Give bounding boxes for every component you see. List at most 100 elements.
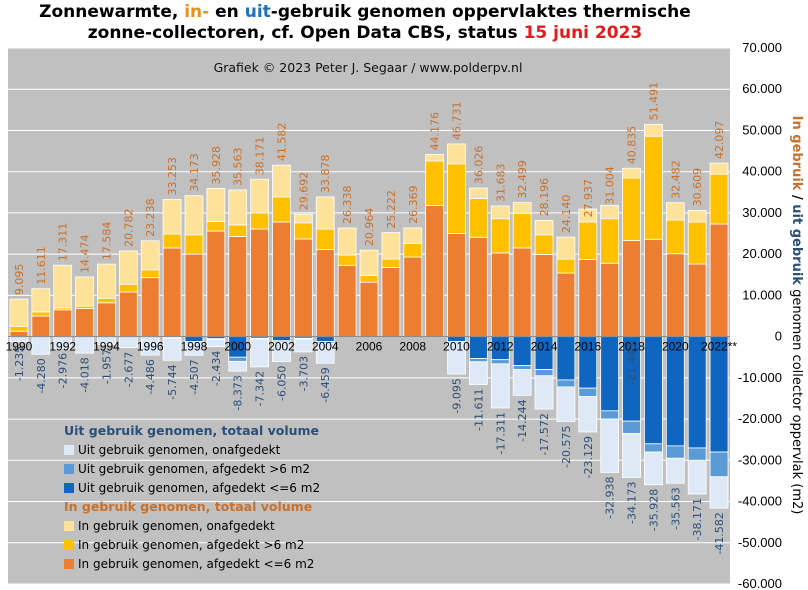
x-tick-label: 2004 — [312, 340, 339, 354]
bar-out-gt6 — [228, 356, 248, 362]
bar-in-onafgedekt — [250, 178, 269, 214]
bar-out-gt6 — [534, 369, 554, 377]
bar-out-onafgedekt — [469, 361, 488, 385]
out-total-label: -38.171 — [691, 498, 704, 540]
bar-in-le6 — [709, 223, 729, 338]
bar-in-gt6 — [644, 135, 663, 240]
y-tick-label: 40.000 — [742, 164, 782, 179]
bar-in-onafgedekt — [469, 187, 488, 199]
out-total-label: -20.575 — [560, 425, 573, 467]
y-axis-ticks: 70.000 60.000 50.000 40.000 30.000 20.000 10.0… — [738, 40, 782, 590]
bar-in-le6 — [490, 252, 510, 338]
bar-in-onafgedekt — [490, 205, 510, 220]
bar-in-gt6 — [490, 218, 510, 254]
bar-in-gt6 — [578, 221, 598, 260]
overlay-label: -21.443 — [626, 343, 639, 385]
in-total-label: 34.173 — [188, 153, 201, 192]
bar-in-le6 — [425, 205, 445, 338]
bar-in-onafgedekt — [381, 232, 401, 260]
x-tick-label: 1998 — [181, 340, 208, 354]
bar-out-le6 — [709, 336, 729, 453]
bar-out-gt6 — [556, 379, 576, 388]
bar-in-gt6 — [162, 233, 182, 249]
bar-in-onafgedekt — [31, 288, 51, 313]
out-total-label: -17.311 — [494, 412, 507, 454]
in-total-label: 46.731 — [451, 101, 464, 140]
legend-item-label: In gebruik genomen, afgedekt >6 m2 — [78, 538, 304, 552]
bar-out-gt6 — [622, 420, 641, 434]
in-total-label: 33.253 — [166, 157, 179, 196]
bar-in-gt6 — [97, 297, 116, 304]
bar-in-le6 — [184, 253, 204, 338]
bar-out-onafgedekt — [250, 338, 269, 368]
bar-out-onafgedekt — [556, 386, 576, 422]
bar-out-le6 — [644, 336, 663, 445]
bar-in-gt6 — [337, 254, 357, 266]
in-total-label: 42.097 — [713, 121, 726, 160]
bar-out-onafgedekt — [184, 342, 204, 356]
bar-in-gt6 — [206, 221, 226, 232]
legend-swatch — [64, 559, 74, 569]
bar-in-le6 — [118, 291, 138, 338]
x-tick-label: 2014 — [531, 340, 558, 354]
bar-in-le6 — [556, 272, 576, 338]
in-total-label: 41.582 — [275, 123, 288, 162]
in-total-label: 26.338 — [341, 186, 354, 225]
bar-out-le6 — [469, 336, 488, 359]
bar-out-gt6 — [578, 387, 598, 397]
out-total-label: -4.018 — [79, 357, 92, 392]
x-tick-label: 2000 — [224, 340, 251, 354]
x-tick-label: 1996 — [137, 340, 164, 354]
out-total-label: -35.563 — [669, 487, 682, 529]
bar-in-gt6 — [359, 275, 379, 283]
out-total-label: -6.050 — [275, 366, 288, 401]
bar-in-le6 — [469, 236, 488, 338]
bar-in-gt6 — [600, 218, 620, 264]
bar-out-onafgedekt — [644, 451, 663, 486]
bar-out-le6 — [512, 336, 532, 366]
bar-in-onafgedekt — [293, 213, 313, 224]
bar-in-gt6 — [228, 224, 248, 237]
bar-in-onafgedekt — [709, 162, 729, 175]
out-total-label: -4.507 — [188, 359, 201, 394]
bar-out-onafgedekt — [534, 375, 554, 410]
out-total-label: -35.928 — [647, 489, 660, 531]
bar-in-onafgedekt — [9, 298, 29, 327]
out-total-label: -7.342 — [254, 371, 267, 406]
bar-in-onafgedekt — [425, 154, 445, 162]
bar-in-le6 — [403, 256, 423, 338]
out-total-label: -23.129 — [582, 436, 595, 478]
in-total-label: 26.369 — [407, 185, 420, 224]
bar-in-le6 — [53, 309, 73, 338]
bar-out-onafgedekt — [272, 341, 291, 362]
bar-out-onafgedekt — [709, 476, 729, 509]
in-total-label: 31.004 — [604, 166, 617, 205]
bar-out-onafgedekt — [75, 336, 94, 354]
bar-in-onafgedekt — [622, 167, 641, 179]
bar-out-onafgedekt — [162, 337, 182, 361]
y-label-sep: / — [789, 190, 804, 204]
in-total-label: 25.222 — [385, 190, 398, 229]
bar-in-onafgedekt — [578, 208, 598, 223]
x-tick-label: 1990 — [6, 340, 33, 354]
bar-in-gt6 — [250, 212, 269, 230]
in-total-label: 44.176 — [429, 112, 442, 151]
in-total-label: 23.238 — [144, 198, 157, 237]
bar-in-onafgedekt — [228, 189, 248, 226]
bar-in-le6 — [337, 264, 357, 338]
legend-item-label: Uit gebruik genomen, afgedekt >6 m2 — [78, 462, 310, 476]
bar-out-gt6 — [469, 358, 488, 363]
y-tick-label: -20.000 — [738, 411, 782, 426]
legend-item-label: In gebruik genomen, onafgedekt — [78, 519, 275, 533]
bar-in-onafgedekt — [359, 249, 379, 276]
out-total-label: -2.976 — [57, 353, 70, 388]
bar-in-le6 — [97, 302, 116, 338]
bar-in-gt6 — [665, 219, 685, 255]
bar-out-gt6 — [644, 443, 663, 453]
in-total-label: 17.311 — [57, 223, 70, 262]
out-total-label: -11.611 — [472, 388, 485, 430]
bar-out-onafgedekt — [490, 363, 510, 409]
bar-in-le6 — [206, 230, 226, 338]
bar-in-onafgedekt — [97, 263, 116, 299]
bar-in-gt6 — [315, 228, 335, 251]
